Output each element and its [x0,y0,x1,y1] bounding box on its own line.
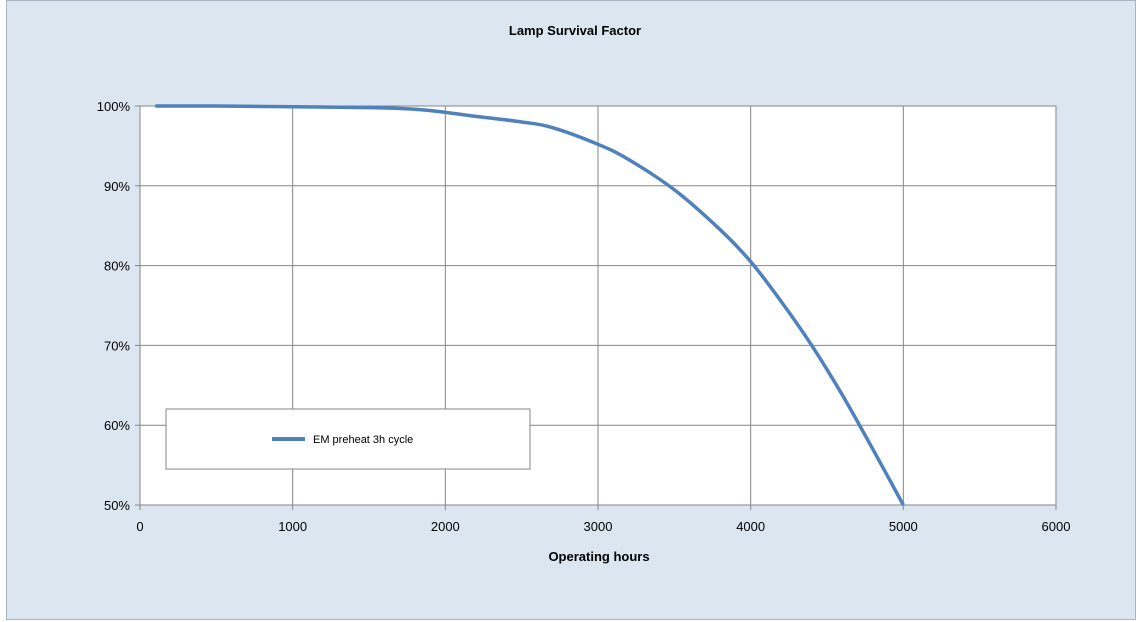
x-tick-label: 0 [136,519,143,534]
legend-box [165,408,531,470]
series-line-em-preheat-3h-cycle [155,104,905,506]
y-tick-label: 100% [97,99,131,114]
x-tick-label: 3000 [584,519,613,534]
y-tick-label: 90% [104,179,130,194]
y-tick-label: 80% [104,259,130,274]
x-tick-label: 4000 [736,519,765,534]
y-tick-label: 50% [104,498,130,513]
chart-area: Lamp Survival Factor 0 1000 2000 3000 4000 50… [6,0,1136,620]
line-chart: Lamp Survival Factor 0 1000 2000 3000 4000 50… [97,23,1071,564]
x-tick-label: 1000 [278,519,307,534]
x-axis-tick-labels: 0 1000 2000 3000 4000 5000 6000 [136,519,1070,534]
x-tick-label: 5000 [889,519,918,534]
chart-title: Lamp Survival Factor [509,23,641,38]
legend: EM preheat 3h cycle [165,408,531,470]
legend-entry-label: EM preheat 3h cycle [313,434,413,446]
y-tick-label: 70% [104,338,130,353]
x-tick-label: 6000 [1042,519,1071,534]
y-axis-tick-labels: 50% 60% 70% 80% 90% 100% [97,99,131,513]
x-axis-title: Operating hours [548,549,649,564]
x-tick-label: 2000 [431,519,460,534]
series-lines [155,104,905,506]
y-tick-label: 60% [104,418,130,433]
